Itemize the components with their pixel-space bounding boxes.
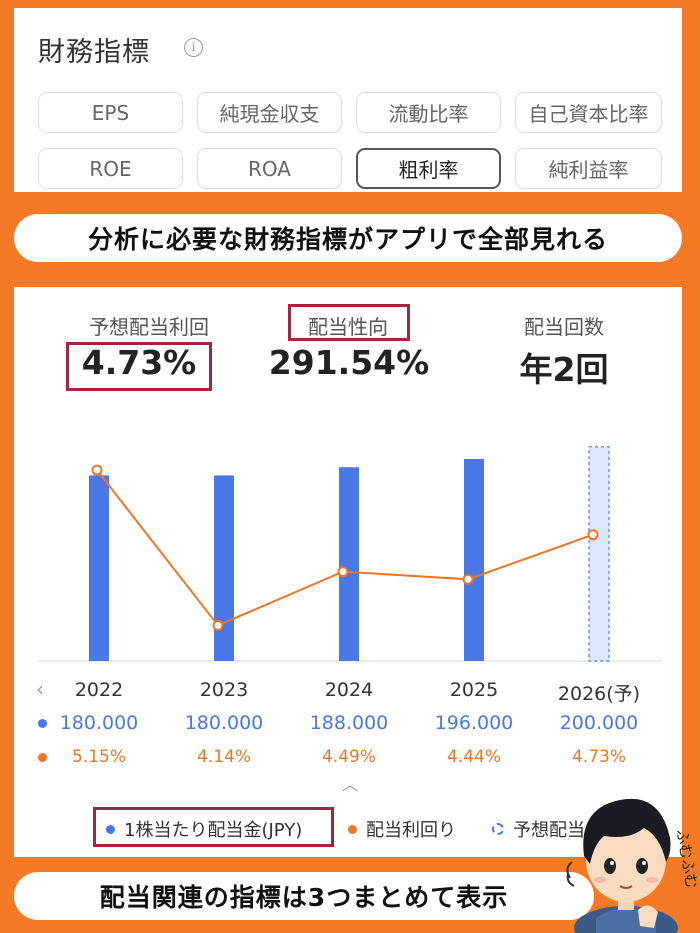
dividend-chart <box>38 446 662 662</box>
payout-label: 配当性向 <box>308 315 388 339</box>
chip-net-cash[interactable]: 純現金収支 <box>197 92 342 133</box>
chip-current-ratio[interactable]: 流動比率 <box>356 92 501 133</box>
mascot-illustration: ふむふむ <box>566 798 700 933</box>
chip-roe[interactable]: ROE <box>38 148 183 189</box>
bar-value-label: 180.000 <box>59 712 139 734</box>
info-icon[interactable]: i <box>184 38 203 57</box>
line-series-dot <box>38 753 47 762</box>
chevron-left-icon[interactable]: ‹ <box>36 677 44 701</box>
chip-eps[interactable]: EPS <box>38 92 183 133</box>
line-value-label: 4.49% <box>321 747 376 767</box>
legend-dash-icon <box>492 823 504 835</box>
banner-bottom: 配当関連の指標は3つまとめて表示 <box>14 872 594 920</box>
line-value-label: 4.14% <box>196 747 251 767</box>
frequency-label: 配当回数 <box>524 315 604 339</box>
tick-label: 2024 <box>324 679 374 701</box>
chip-roa[interactable]: ROA <box>197 148 342 189</box>
yield-point[interactable] <box>462 573 474 585</box>
legend-label: 配当利回り <box>366 820 456 841</box>
line-value-label: 4.73% <box>571 747 626 767</box>
bar-series-dot <box>38 719 47 728</box>
highlight-box <box>93 807 334 847</box>
dividend-bar[interactable] <box>214 475 234 661</box>
highlight-box <box>66 342 212 391</box>
mascot-text: ふむふむ <box>673 828 700 890</box>
chip-gross-margin[interactable]: 粗利率 <box>356 148 501 189</box>
financial-indicators-title: 財務指標 <box>38 37 150 68</box>
bar-value-label: 200.000 <box>559 712 639 734</box>
dividend-panel: 予想配当利回 4.73% 配当性向 291.54% 配当回数 年2回 ‹ 202… <box>14 287 682 857</box>
chip-net-margin[interactable]: 純利益率 <box>515 148 662 189</box>
yield-point[interactable] <box>337 566 349 578</box>
legend-label: 1株当たり配当金(JPY) <box>124 820 303 841</box>
dividend-bar[interactable] <box>89 475 109 661</box>
bar-value-label: 188.000 <box>309 712 389 734</box>
tick-label: 2026(予) <box>557 683 641 705</box>
legend-item-forecast[interactable]: 予想配当 <box>492 816 585 842</box>
tick-label: 2022 <box>74 679 124 701</box>
tick-label: 2023 <box>199 679 249 701</box>
legend-dot <box>348 824 357 834</box>
yield-point[interactable] <box>587 529 599 541</box>
highlight-box <box>288 304 410 341</box>
yield-point[interactable] <box>91 464 103 476</box>
yield-value: 4.73% <box>81 343 197 382</box>
legend-item-dividend[interactable]: 1株当たり配当金(JPY) <box>106 816 302 842</box>
yield-label: 予想配当利回 <box>89 315 209 339</box>
dividend-bar[interactable] <box>464 458 484 661</box>
bar-value-label: 180.000 <box>184 712 264 734</box>
chip-equity-ratio[interactable]: 自己資本比率 <box>515 92 662 133</box>
line-value-label: 4.44% <box>446 747 501 767</box>
legend-label: 予想配当 <box>513 820 585 841</box>
banner-top: 分析に必要な財務指標がアプリで全部見れる <box>14 214 682 262</box>
dividend-bar[interactable] <box>339 467 359 661</box>
bar-value-label: 196.000 <box>434 712 514 734</box>
legend-item-yield[interactable]: 配当利回り <box>348 816 456 842</box>
frequency-value: 年2回 <box>519 350 609 389</box>
chevron-up-icon[interactable]: ︿ <box>342 775 359 794</box>
tick-label: 2025 <box>449 679 499 701</box>
forecast-bar[interactable] <box>588 446 610 662</box>
yield-point[interactable] <box>212 619 224 631</box>
financial-indicators-panel: 財務指標 i EPS 純現金収支 流動比率 自己資本比率 ROE ROA 粗利率… <box>14 8 682 192</box>
line-value-label: 5.15% <box>71 747 126 767</box>
payout-value: 291.54% <box>268 343 430 382</box>
legend-dot <box>106 824 115 834</box>
